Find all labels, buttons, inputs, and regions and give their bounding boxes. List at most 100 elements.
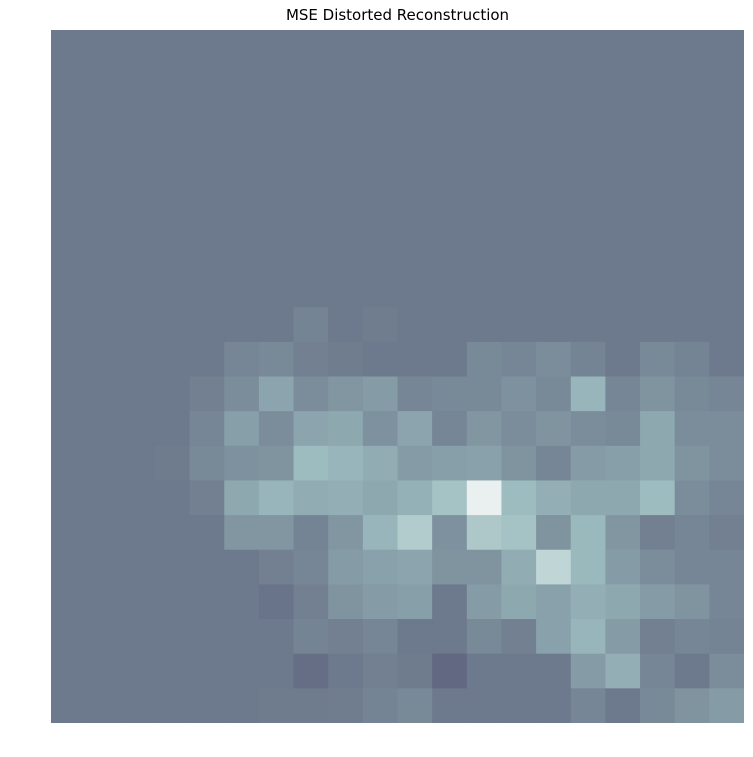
heatmap-cell <box>189 237 225 274</box>
heatmap-cell <box>605 480 641 516</box>
heatmap-cell <box>362 688 399 723</box>
heatmap-cell <box>432 445 468 482</box>
heatmap-cell <box>536 133 572 170</box>
heatmap-cell <box>328 411 364 447</box>
heatmap-cell <box>51 619 87 655</box>
heatmap-cell <box>397 64 433 100</box>
heatmap-cell <box>258 64 295 100</box>
heatmap-cell <box>120 99 156 135</box>
heatmap-cell <box>258 307 295 343</box>
heatmap-cell <box>154 480 191 516</box>
heatmap-cell <box>570 688 606 723</box>
heatmap-cell <box>51 203 87 239</box>
heatmap-cell <box>605 272 641 308</box>
heatmap-cell <box>120 376 156 412</box>
heatmap-cell <box>709 411 744 447</box>
heatmap-cell <box>120 515 156 551</box>
heatmap-cell <box>328 30 364 66</box>
heatmap-cell <box>432 64 468 100</box>
heatmap-cell <box>120 688 156 723</box>
heatmap-cell <box>85 99 121 135</box>
heatmap-cell <box>397 99 433 135</box>
heatmap-cell <box>709 549 744 585</box>
heatmap-cell <box>466 480 503 516</box>
heatmap-cell <box>640 445 676 482</box>
heatmap-cell <box>640 272 676 308</box>
heatmap-cell <box>674 64 710 100</box>
heatmap-cell <box>189 203 225 239</box>
heatmap-cell <box>120 584 156 620</box>
heatmap-cell <box>501 653 537 689</box>
heatmap-cell <box>362 376 399 412</box>
heatmap-cell <box>154 445 191 482</box>
heatmap-cell <box>85 515 121 551</box>
heatmap-cell <box>224 99 260 135</box>
heatmap-cell <box>189 376 225 412</box>
heatmap-cell <box>224 480 260 516</box>
heatmap-cell <box>605 64 641 100</box>
heatmap-cell <box>640 376 676 412</box>
heatmap-cell <box>397 480 433 516</box>
heatmap-cell <box>258 584 295 620</box>
heatmap-cell <box>605 584 641 620</box>
heatmap-cell <box>258 688 295 723</box>
heatmap-cell <box>154 688 191 723</box>
heatmap-cell <box>120 168 156 204</box>
heatmap-cell <box>328 203 364 239</box>
heatmap-cell <box>120 480 156 516</box>
heatmap-cell <box>85 30 121 66</box>
heatmap-cell <box>258 619 295 655</box>
heatmap-cell <box>397 203 433 239</box>
heatmap-cell <box>85 619 121 655</box>
heatmap-cell <box>432 549 468 585</box>
heatmap-cell <box>501 30 537 66</box>
heatmap-cell <box>120 619 156 655</box>
heatmap-cell <box>501 411 537 447</box>
heatmap-cell <box>120 30 156 66</box>
heatmap-cell <box>466 411 503 447</box>
heatmap-cell <box>85 376 121 412</box>
heatmap-cell <box>224 515 260 551</box>
heatmap-cell <box>362 341 399 378</box>
heatmap-cell <box>501 480 537 516</box>
heatmap-cell <box>397 411 433 447</box>
heatmap-cell <box>536 549 572 585</box>
heatmap-cell <box>640 688 676 723</box>
heatmap-cell <box>328 341 364 378</box>
heatmap-cell <box>674 99 710 135</box>
heatmap-cell <box>85 549 121 585</box>
heatmap-cell <box>328 64 364 100</box>
heatmap-cell <box>709 445 744 482</box>
heatmap-cell <box>536 203 572 239</box>
heatmap-cell <box>154 376 191 412</box>
heatmap-cell <box>397 237 433 274</box>
heatmap-cell <box>154 619 191 655</box>
heatmap-cell <box>709 688 744 723</box>
heatmap-cell <box>224 688 260 723</box>
heatmap-cell <box>536 30 572 66</box>
heatmap-cell <box>709 376 744 412</box>
heatmap-cell <box>120 64 156 100</box>
heatmap-cell <box>224 307 260 343</box>
heatmap-cell <box>85 272 121 308</box>
heatmap-cell <box>466 653 503 689</box>
heatmap-cell <box>258 30 295 66</box>
heatmap-cell <box>674 445 710 482</box>
heatmap-cell <box>189 64 225 100</box>
heatmap-cell <box>570 376 606 412</box>
heatmap-cell <box>120 307 156 343</box>
heatmap-cell <box>328 133 364 170</box>
heatmap-cell <box>258 168 295 204</box>
heatmap-cell <box>605 549 641 585</box>
heatmap-cell <box>154 272 191 308</box>
heatmap-cell <box>154 515 191 551</box>
heatmap-cell <box>397 341 433 378</box>
heatmap-cell <box>189 445 225 482</box>
heatmap-cell <box>466 307 503 343</box>
heatmap-cell <box>536 272 572 308</box>
heatmap-cell <box>570 515 606 551</box>
heatmap-cell <box>362 64 399 100</box>
heatmap-cell <box>328 653 364 689</box>
heatmap-cell <box>362 549 399 585</box>
heatmap-cell <box>258 653 295 689</box>
